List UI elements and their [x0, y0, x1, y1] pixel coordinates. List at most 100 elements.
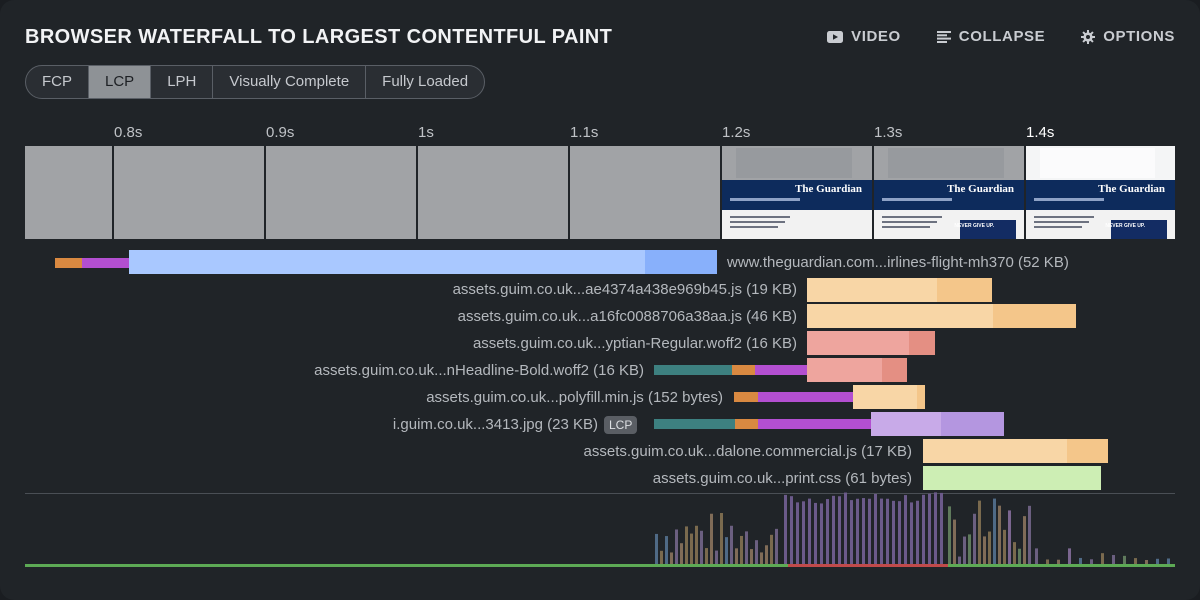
activity-bar: [730, 525, 733, 564]
activity-bar: [814, 502, 817, 564]
activity-bar: [765, 545, 768, 564]
filmstrip-frame[interactable]: [25, 146, 112, 239]
activity-bar: [1008, 510, 1011, 564]
activity-bar: [1134, 558, 1137, 564]
request-label[interactable]: assets.guim.co.uk...yptian-Regular.woff2…: [472, 335, 797, 352]
activity-bar: [1101, 553, 1104, 564]
request-bar[interactable]: [807, 358, 907, 382]
activity-bar: [796, 502, 799, 564]
activity-bar: [784, 494, 787, 564]
filmstrip-frame[interactable]: [114, 146, 264, 239]
time-tick: 0.9s: [266, 124, 295, 141]
request-bar[interactable]: [923, 466, 1101, 490]
time-tick: 1.4s: [1026, 124, 1055, 141]
download-phase: [993, 304, 1076, 328]
activity-bar: [750, 549, 753, 564]
activity-bar: [1035, 548, 1038, 564]
request-label[interactable]: www.theguardian.com...irlines-flight-mh3…: [727, 254, 1069, 271]
time-tick: 0.8s: [114, 124, 143, 141]
activity-bar: [916, 500, 919, 564]
activity-bar: [922, 494, 925, 564]
activity-bar: [1068, 548, 1071, 564]
filmstrip-frame[interactable]: The Guardian NEVER GIVE UP.: [1026, 146, 1175, 239]
video-icon: [827, 30, 844, 43]
activity-bar: [725, 537, 728, 564]
activity-bar: [862, 498, 865, 564]
frame-header: [722, 146, 872, 180]
time-tick: 1.1s: [570, 124, 599, 141]
frame-header: [1026, 146, 1175, 180]
activity-bar: [1013, 542, 1016, 564]
activity-bar: [958, 556, 961, 564]
request-bar[interactable]: [129, 250, 717, 274]
request-label[interactable]: assets.guim.co.uk...dalone.commercial.js…: [583, 443, 912, 460]
ssl-phase: [654, 419, 735, 429]
connect-phase: [755, 365, 807, 375]
activity-bar: [675, 529, 678, 564]
activity-bar: [904, 495, 907, 564]
activity-bar: [1079, 557, 1082, 564]
request-label[interactable]: assets.guim.co.uk...polyfill.min.js (152…: [426, 389, 723, 406]
request-label[interactable]: i.guim.co.uk...3413.jpg (23 KB): [392, 416, 598, 433]
activity-bar: [1090, 559, 1093, 564]
download-phase: [909, 331, 935, 355]
request-bar[interactable]: [853, 385, 925, 409]
activity-bar: [680, 543, 683, 564]
activity-bar: [844, 492, 847, 564]
activity-bar: [940, 492, 943, 564]
video-button[interactable]: VIDEO: [827, 28, 901, 45]
filmstrip-frame[interactable]: The Guardian NEVER GIVE UP.: [874, 146, 1024, 239]
activity-bar: [705, 548, 708, 564]
activity-bar: [790, 496, 793, 564]
guardian-logo: The Guardian: [795, 183, 862, 195]
request-bar[interactable]: [807, 278, 992, 302]
options-button[interactable]: OPTIONS: [1081, 28, 1175, 45]
collapse-button[interactable]: COLLAPSE: [936, 28, 1045, 45]
download-phase: [917, 385, 925, 409]
activity-bar: [802, 501, 805, 564]
activity-bar: [948, 506, 951, 564]
video-label: VIDEO: [851, 28, 901, 45]
time-tick: 1.3s: [874, 124, 903, 141]
request-label[interactable]: assets.guim.co.uk...a16fc0088706a38aa.js…: [457, 308, 797, 325]
connect-phase: [82, 258, 129, 268]
activity-bar: [720, 512, 723, 564]
activity-bar: [1028, 505, 1031, 564]
activity-bar: [735, 548, 738, 564]
request-label[interactable]: assets.guim.co.uk...nHeadline-Bold.woff2…: [314, 362, 644, 379]
activity-bar: [832, 495, 835, 564]
activity-bar: [660, 550, 663, 564]
request-bar[interactable]: [871, 412, 1004, 436]
filmstrip-frame[interactable]: [418, 146, 568, 239]
tab-visually-complete[interactable]: Visually Complete: [213, 66, 367, 98]
cpu-activity-bars: [655, 492, 1170, 564]
connect-phase: [758, 392, 853, 402]
frame-masthead: [1026, 180, 1175, 210]
filmstrip-frame[interactable]: [570, 146, 720, 239]
activity-bar: [760, 552, 763, 564]
dns-phase: [735, 419, 758, 429]
activity-bar: [710, 513, 713, 564]
download-phase: [882, 358, 907, 382]
tab-lcp[interactable]: LCP: [89, 66, 152, 98]
filmstrip-frame[interactable]: [266, 146, 416, 239]
activity-bar: [892, 500, 895, 564]
tab-fcp[interactable]: FCP: [26, 66, 89, 98]
activity-bar: [745, 531, 748, 564]
activity-bar: [755, 540, 758, 564]
activity-bar: [1112, 555, 1115, 564]
request-bar[interactable]: [923, 439, 1108, 463]
request-bar[interactable]: [807, 331, 935, 355]
request-label[interactable]: assets.guim.co.uk...ae4374a438e969b45.js…: [452, 281, 797, 298]
activity-bar: [850, 500, 853, 564]
page-title: BROWSER WATERFALL TO LARGEST CONTENTFUL …: [25, 26, 613, 48]
frame-masthead: [722, 180, 872, 210]
filmstrip-frame[interactable]: The Guardian: [722, 146, 872, 239]
request-bar[interactable]: [807, 304, 1076, 328]
request-label[interactable]: assets.guim.co.uk...print.css (61 bytes): [652, 470, 912, 487]
activity-bar: [690, 533, 693, 564]
tab-fully-loaded[interactable]: Fully Loaded: [382, 73, 469, 90]
tab-lph[interactable]: LPH: [151, 66, 214, 98]
